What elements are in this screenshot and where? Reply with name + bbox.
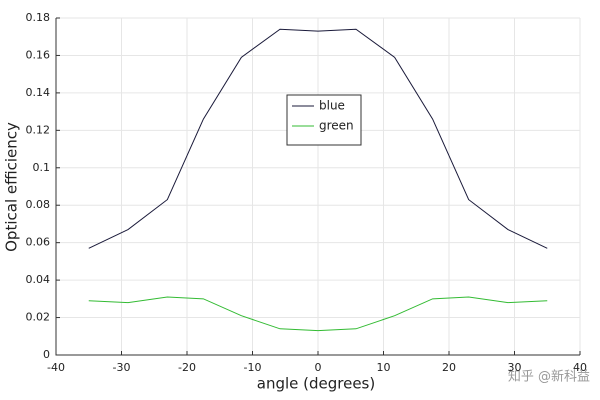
series-line: [88, 28, 548, 249]
y-tick-label: 0.16: [26, 48, 51, 61]
y-axis-title: Optical efficiency: [3, 122, 21, 252]
watermark: 知乎 @新科益: [508, 369, 590, 385]
x-tick-label: -10: [244, 361, 262, 374]
y-tick-label: 0.1: [33, 161, 51, 174]
x-tick-label: 20: [442, 361, 456, 374]
y-tick-label: 0.14: [26, 86, 51, 99]
y-tick-label: 0.06: [26, 236, 51, 249]
y-tick-label: 0.12: [26, 123, 51, 136]
series-line: [88, 296, 548, 332]
x-tick-label: -20: [178, 361, 196, 374]
y-tick-label: 0.08: [26, 198, 51, 211]
y-tick-label: 0: [43, 348, 50, 361]
legend-label: green: [319, 119, 354, 133]
y-tick-label: 0.18: [26, 11, 51, 24]
x-tick-label: 0: [315, 361, 322, 374]
y-tick-label: 0.02: [26, 311, 51, 324]
x-tick-label: 40: [573, 361, 587, 374]
x-tick-label: 10: [377, 361, 391, 374]
legend-box: [286, 94, 362, 146]
x-tick-label: -30: [113, 361, 131, 374]
y-tick-label: 0.04: [26, 273, 51, 286]
x-axis-title: angle (degrees): [257, 375, 375, 393]
x-tick-label: -40: [47, 361, 65, 374]
x-tick-label: 30: [508, 361, 522, 374]
legend-label: blue: [319, 99, 345, 113]
axes: [55, 18, 580, 356]
